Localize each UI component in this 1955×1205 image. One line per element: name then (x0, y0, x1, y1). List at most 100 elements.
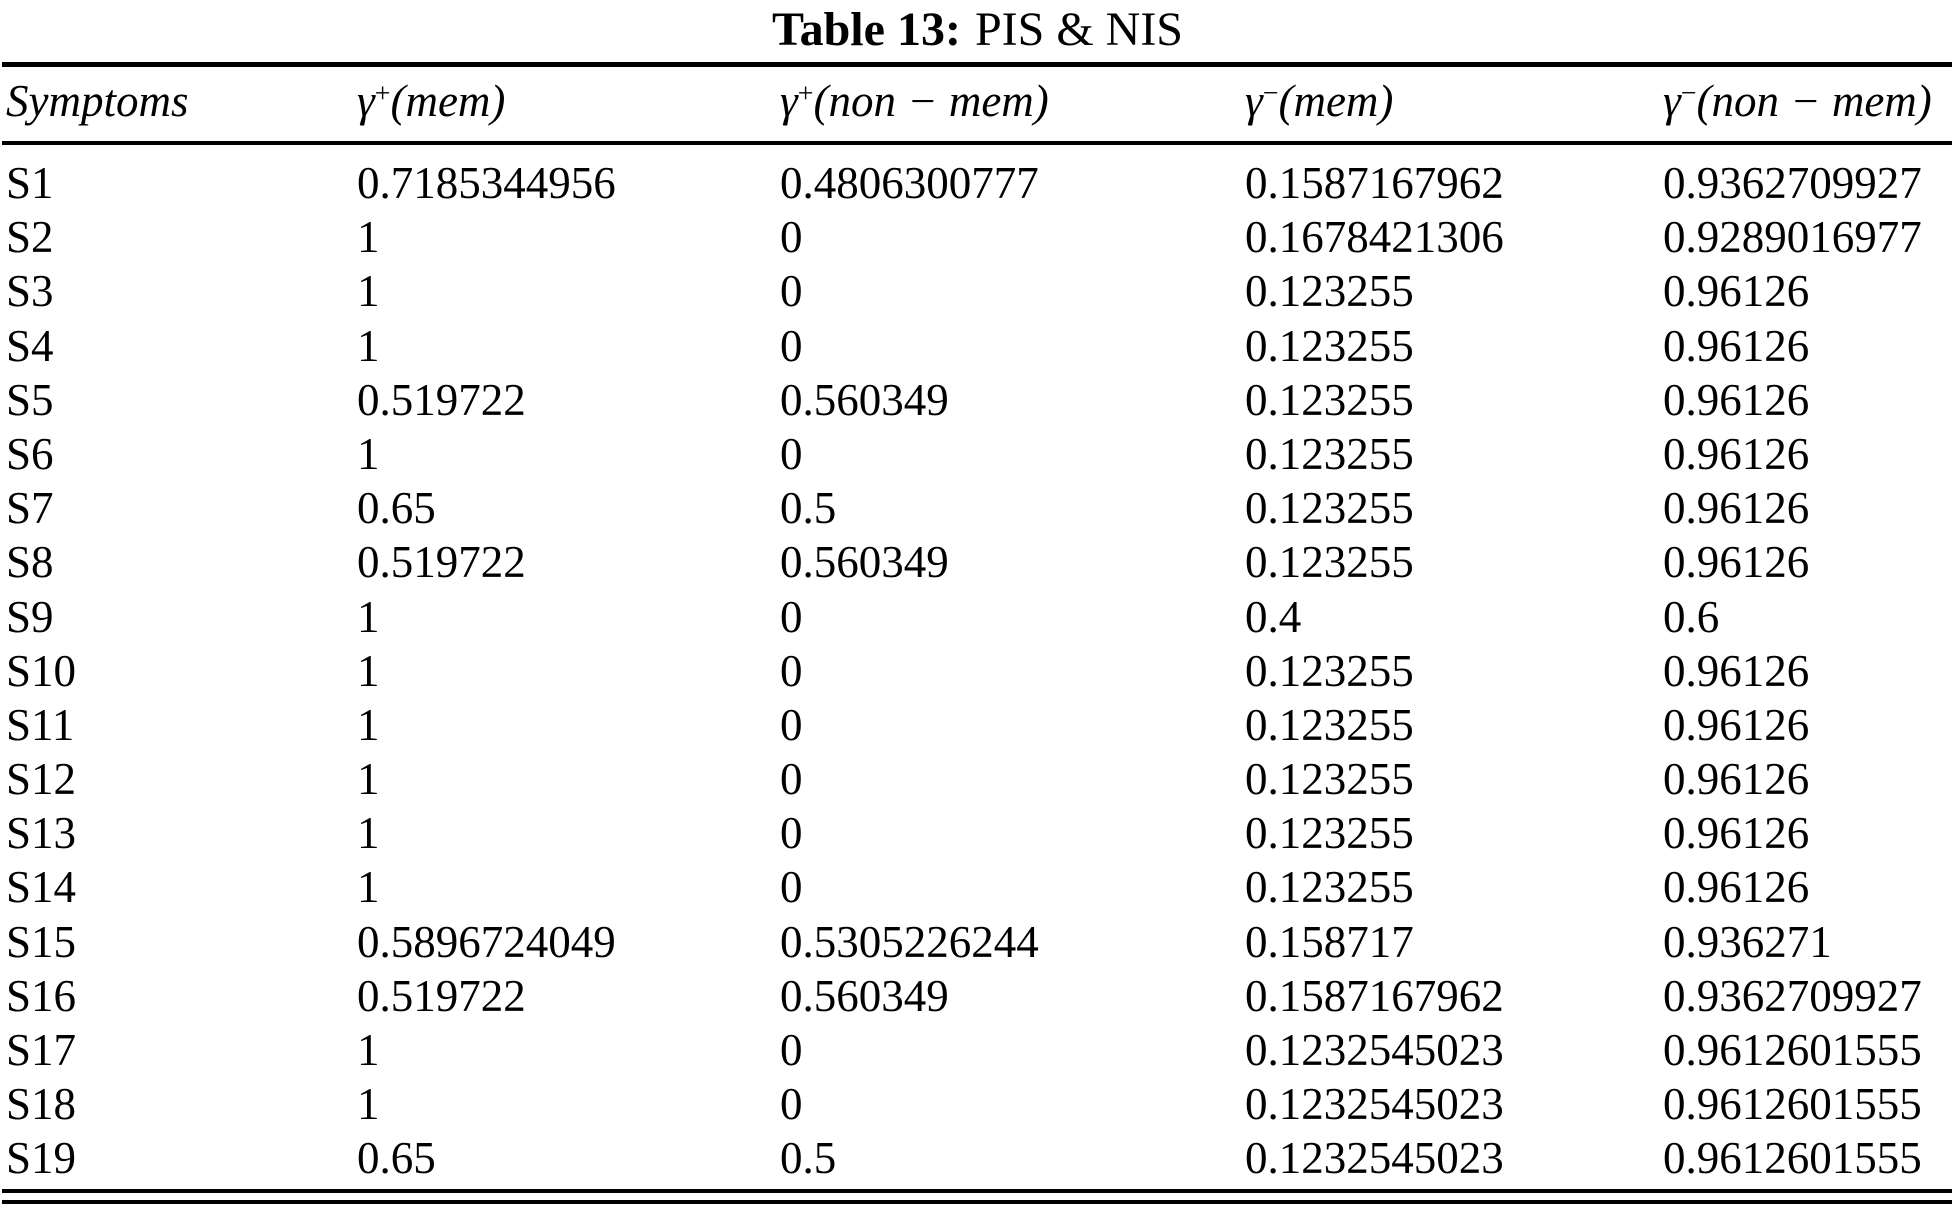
value-cell: 0.123255 (1245, 428, 1414, 479)
value-cell: 0.4806300777 (780, 158, 1039, 208)
value-cell: 0.65 (357, 483, 436, 534)
value-cell: 0.123255 (1245, 537, 1414, 588)
value-cell: 0 (780, 591, 803, 642)
symptom-cell: S14 (6, 862, 77, 913)
value-cell: 0.5 (780, 1133, 837, 1184)
value-cell: 0.1587167962 (1245, 158, 1504, 208)
value-cell: 0.96126 (1663, 699, 1810, 750)
symptom-cell: S16 (6, 970, 77, 1021)
value-cell: 0.96126 (1663, 808, 1810, 859)
top-rule (2, 62, 1952, 67)
symptom-cell: S5 (6, 374, 54, 425)
value-cell: 0.9612601555 (1663, 1079, 1922, 1130)
value-cell: 1 (357, 428, 380, 479)
value-cell: 0.6 (1663, 591, 1720, 642)
value-cell: 0.9612601555 (1663, 1133, 1922, 1184)
symptom-cell: S17 (6, 1025, 77, 1075)
value-cell: 0 (780, 1079, 803, 1130)
value-cell: 0 (780, 862, 803, 913)
table-row: S12 1 0 0.123255 0.96126 (0, 752, 1955, 806)
value-cell: 0.519722 (357, 374, 526, 425)
table-row: S11 1 0 0.123255 0.96126 (0, 698, 1955, 752)
value-cell: 0.9612601555 (1663, 1025, 1922, 1075)
value-cell: 0.96126 (1663, 320, 1810, 371)
value-cell: 0 (780, 428, 803, 479)
value-cell: 0.1232545023 (1245, 1133, 1504, 1184)
header-cell: Symptoms (6, 76, 189, 126)
value-cell: 1 (357, 1079, 380, 1130)
table-number-label: Table 13: (772, 3, 961, 56)
value-cell: 1 (357, 699, 380, 750)
symptom-cell: S15 (6, 916, 77, 967)
table-row: S17 1 0 0.1232545023 0.9612601555 (0, 1023, 1955, 1077)
table-row: S2 1 0 0.1678421306 0.9289016977 (0, 210, 1955, 264)
value-cell: 0 (780, 1025, 803, 1075)
value-cell: 0 (780, 754, 803, 805)
value-cell: 0.123255 (1245, 320, 1414, 371)
value-cell: 0.936271 (1663, 916, 1832, 967)
value-cell: 0.123255 (1245, 266, 1414, 317)
value-cell: 0.1587167962 (1245, 970, 1504, 1021)
table-title: Table 13: PIS & NIS (0, 4, 1955, 56)
value-cell: 0.7185344956 (357, 158, 616, 208)
value-cell: 0.5 (780, 483, 837, 534)
symptom-cell: S19 (6, 1133, 77, 1184)
value-cell: 1 (357, 266, 380, 317)
value-cell: 0.1678421306 (1245, 212, 1504, 263)
symptom-cell: S4 (6, 320, 54, 371)
value-cell: 0 (780, 699, 803, 750)
value-cell: 0.123255 (1245, 699, 1414, 750)
table-row: S10 1 0 0.123255 0.96126 (0, 644, 1955, 698)
symptom-cell: S1 (6, 158, 54, 208)
value-cell: 1 (357, 754, 380, 805)
symptom-cell: S13 (6, 808, 77, 859)
table-row: S18 1 0 0.1232545023 0.9612601555 (0, 1077, 1955, 1131)
table-row: S8 0.519722 0.560349 0.123255 0.96126 (0, 535, 1955, 589)
value-cell: 0.1232545023 (1245, 1079, 1504, 1130)
value-cell: 1 (357, 808, 380, 859)
bottom-rule-outer (2, 1189, 1952, 1193)
value-cell: 0.5896724049 (357, 916, 616, 967)
symptom-cell: S8 (6, 537, 54, 588)
value-cell: 0.560349 (780, 537, 949, 588)
value-cell: 1 (357, 591, 380, 642)
header-cell: γ+(mem) (357, 76, 506, 126)
value-cell: 0.1232545023 (1245, 1025, 1504, 1075)
table-row: S4 1 0 0.123255 0.96126 (0, 319, 1955, 373)
value-cell: 0 (780, 645, 803, 696)
table-body: S1 0.7185344956 0.4806300777 0.1587167962 0.… (0, 156, 1955, 1186)
value-cell: 0.9362709927 (1663, 970, 1922, 1021)
value-cell: 0.96126 (1663, 754, 1810, 805)
value-cell: 0.123255 (1245, 754, 1414, 805)
symptom-cell: S10 (6, 645, 77, 696)
table-row: S15 0.5896724049 0.5305226244 0.158717 0.936… (0, 915, 1955, 969)
value-cell: 0.96126 (1663, 862, 1810, 913)
bottom-rule-inner (2, 1200, 1952, 1204)
value-cell: 0.123255 (1245, 374, 1414, 425)
header-row: Symptoms γ+(mem) γ+(non − mem) γ−(mem) γ−(no… (0, 68, 1955, 134)
symptom-cell: S7 (6, 483, 54, 534)
table-row: S16 0.519722 0.560349 0.1587167962 0.9362709… (0, 969, 1955, 1023)
value-cell: 1 (357, 645, 380, 696)
value-cell: 0.123255 (1245, 862, 1414, 913)
symptom-cell: S2 (6, 212, 54, 263)
value-cell: 1 (357, 862, 380, 913)
value-cell: 0 (780, 212, 803, 263)
value-cell: 1 (357, 1025, 380, 1075)
value-cell: 0.96126 (1663, 374, 1810, 425)
symptom-cell: S6 (6, 428, 54, 479)
header-cell: γ−(mem) (1245, 76, 1394, 126)
table-row: S3 1 0 0.123255 0.96126 (0, 264, 1955, 318)
value-cell: 0.9289016977 (1663, 212, 1922, 263)
symptom-cell: S12 (6, 754, 77, 805)
header-cell: γ+(non − mem) (780, 76, 1049, 126)
value-cell: 0.9362709927 (1663, 158, 1922, 208)
value-cell: 0.560349 (780, 374, 949, 425)
value-cell: 0.123255 (1245, 808, 1414, 859)
value-cell: 0.4 (1245, 591, 1302, 642)
value-cell: 0.96126 (1663, 645, 1810, 696)
value-cell: 0.123255 (1245, 645, 1414, 696)
table-row: S5 0.519722 0.560349 0.123255 0.96126 (0, 373, 1955, 427)
table-caption: PIS & NIS (974, 3, 1183, 56)
